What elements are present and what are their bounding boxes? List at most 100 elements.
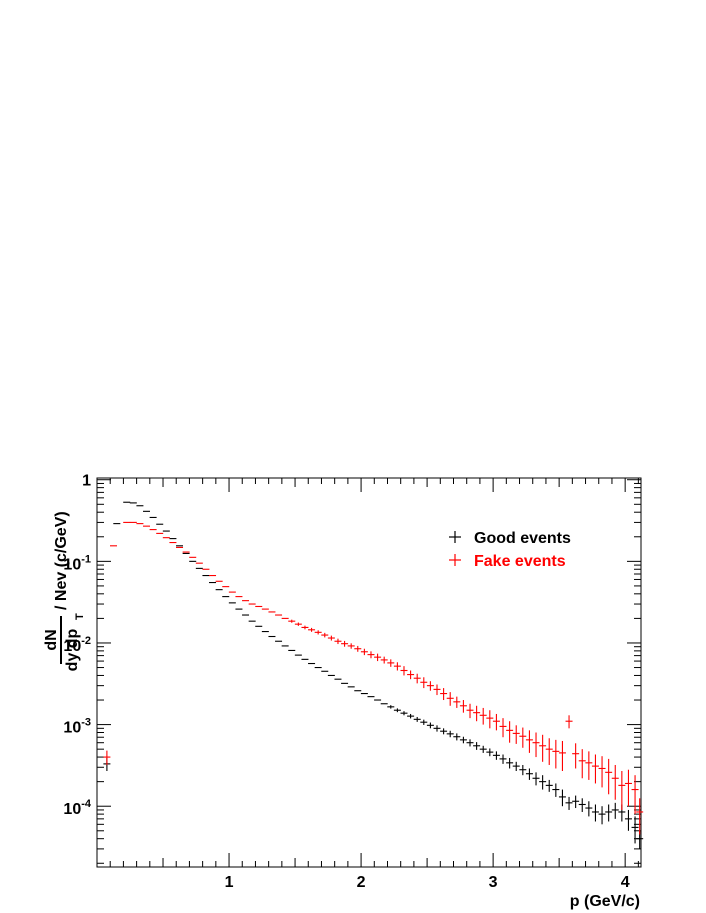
good-events-point (525, 768, 533, 780)
plot-area-border (96, 477, 642, 868)
good-events-point (631, 816, 639, 844)
fake-events-point (618, 771, 626, 810)
plot-frame (96, 477, 642, 868)
fake-events-point (334, 638, 342, 645)
good-events-point (506, 757, 514, 769)
fake-events-point (631, 775, 639, 815)
good-events-point (459, 736, 467, 744)
fake-events-point (539, 734, 547, 762)
good-events-point (453, 733, 461, 741)
fake-events-point (288, 619, 296, 623)
good-events-point (585, 801, 593, 817)
y-axis-title-numerator: dN (43, 629, 60, 650)
fake-events-point (308, 627, 316, 632)
good-events-point (578, 798, 586, 812)
fake-events-point (433, 684, 441, 696)
good-events-point (539, 775, 547, 790)
fake-events-point (294, 622, 302, 626)
good-events-point (440, 728, 448, 735)
fake-events-point (512, 725, 520, 744)
fake-events-point (636, 798, 644, 835)
legend-label-good: Good events (474, 530, 571, 547)
fake-events-point (413, 673, 421, 684)
good-events-point (393, 708, 401, 713)
good-events-point (446, 730, 454, 738)
fake-events-point (466, 703, 474, 719)
fake-events-point (545, 738, 553, 765)
y-axis-title-units: / Nev (c/GeV) (53, 511, 70, 610)
good-events-point (552, 783, 560, 797)
fake-events-point (565, 715, 573, 729)
good-events-point (565, 796, 573, 810)
x-tick-label: 1 (225, 874, 234, 891)
y-axis-title-denominator: dy dp (64, 628, 81, 671)
fake-events-point (572, 743, 580, 769)
fake-events-point (407, 670, 415, 680)
fake-events-point (532, 732, 540, 758)
good-events-point (545, 779, 553, 792)
fake-events-point (380, 656, 388, 664)
fake-events-point (473, 705, 481, 722)
fake-events-point (492, 713, 500, 731)
fake-events-point (314, 630, 322, 635)
fake-events-point (486, 710, 494, 729)
good-events-point (624, 809, 632, 831)
fake-events-point (611, 764, 619, 800)
fake-events-point (453, 696, 461, 708)
axis-ticks (96, 478, 641, 867)
tick-labels: 1 2 3 4 10-4 10-3 10-2 10-1 1 (63, 473, 629, 891)
good-events-point (532, 772, 540, 786)
fake-events-point (400, 666, 408, 676)
good-events-point (572, 795, 580, 809)
good-events-point (492, 751, 500, 760)
fake-events-point (347, 643, 355, 649)
fake-events-point (354, 645, 362, 652)
good-events-point (407, 713, 415, 719)
fake-events-point (387, 659, 395, 667)
y-axis-title-subscript: T (74, 613, 86, 620)
good-events-point (479, 745, 487, 753)
good-events-point (473, 742, 481, 750)
legend-marker-fake (449, 554, 461, 566)
legend-marker-good (449, 531, 461, 543)
fake-events-point (446, 692, 454, 706)
fake-events-point (374, 653, 382, 662)
fake-events-point (585, 751, 593, 780)
fake-events-point (327, 635, 335, 641)
legend-label-fake: Fake events (474, 553, 566, 570)
good-events-point (387, 705, 395, 709)
fake-events-point (301, 625, 309, 630)
legend: Good events Fake events (449, 530, 571, 570)
fake-events-point (440, 688, 448, 701)
x-tick-label: 2 (357, 874, 366, 891)
good-events-point (466, 739, 474, 747)
good-events-point (611, 802, 619, 819)
fake-events-point (393, 662, 401, 671)
fake-events-point (525, 730, 533, 753)
series-good-events (103, 501, 644, 849)
fake-events-point (321, 632, 329, 638)
y-tick-label: 10-3 (63, 717, 91, 737)
good-events-point (420, 719, 428, 725)
fake-events-point (624, 769, 632, 807)
fake-events-point (103, 750, 111, 765)
fake-events-point (367, 651, 375, 659)
fake-events-point (499, 718, 507, 738)
y-tick-label: 10-1 (63, 553, 91, 573)
good-events-point (598, 806, 606, 825)
x-axis-title: p (GeV/c) (570, 893, 640, 910)
fake-events-point (558, 740, 566, 772)
fake-events-point (519, 727, 527, 748)
fake-events-point (552, 739, 560, 769)
y-axis-title: dN dy dp T / Nev (c/GeV) (43, 511, 86, 671)
fake-events-point (426, 681, 434, 691)
fake-events-point (605, 758, 613, 795)
fake-events-point (360, 648, 368, 656)
y-tick-label: 1 (82, 473, 91, 490)
good-events-point (486, 748, 494, 757)
good-events-point (499, 754, 507, 764)
good-events-point (591, 804, 599, 822)
good-events-point (400, 711, 408, 716)
fake-events-point (591, 754, 599, 784)
